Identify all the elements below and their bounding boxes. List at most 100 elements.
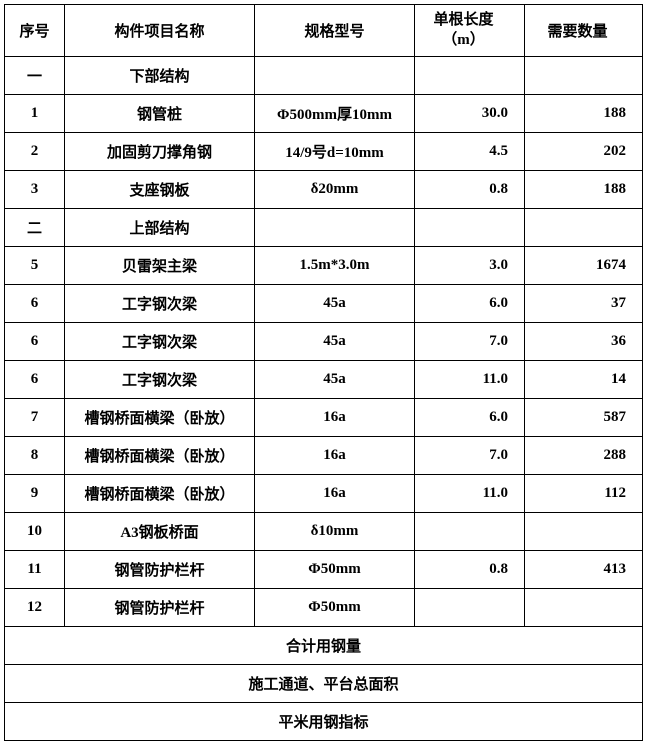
table-row: 10A3钢板桥面δ10mm bbox=[5, 513, 643, 551]
cell-name: 支座钢板 bbox=[65, 171, 255, 209]
summary-label: 合计用钢量 bbox=[5, 627, 643, 665]
cell-seq: 10 bbox=[5, 513, 65, 551]
cell-spec: 45a bbox=[255, 323, 415, 361]
cell-qty: 14 bbox=[525, 361, 643, 399]
summary-row: 施工通道、平台总面积 bbox=[5, 665, 643, 703]
table-row: 6工字钢次梁45a11.014 bbox=[5, 361, 643, 399]
cell-spec: Φ50mm bbox=[255, 589, 415, 627]
cell-spec: Φ50mm bbox=[255, 551, 415, 589]
cell-qty bbox=[525, 513, 643, 551]
header-spec: 规格型号 bbox=[255, 5, 415, 57]
table-row: 6工字钢次梁45a6.037 bbox=[5, 285, 643, 323]
cell-length: 3.0 bbox=[415, 247, 525, 285]
table-row: 7槽钢桥面横梁（卧放）16a6.0587 bbox=[5, 399, 643, 437]
cell-name: 上部结构 bbox=[65, 209, 255, 247]
cell-seq: 12 bbox=[5, 589, 65, 627]
cell-name: 钢管桩 bbox=[65, 95, 255, 133]
cell-spec: 1.5m*3.0m bbox=[255, 247, 415, 285]
cell-name: 加固剪刀撑角钢 bbox=[65, 133, 255, 171]
cell-seq: 7 bbox=[5, 399, 65, 437]
cell-length: 6.0 bbox=[415, 399, 525, 437]
cell-length bbox=[415, 589, 525, 627]
cell-name: A3钢板桥面 bbox=[65, 513, 255, 551]
cell-length: 4.5 bbox=[415, 133, 525, 171]
cell-spec: δ20mm bbox=[255, 171, 415, 209]
cell-spec bbox=[255, 209, 415, 247]
header-length: 单根长度 （m） bbox=[415, 5, 525, 57]
cell-qty: 413 bbox=[525, 551, 643, 589]
cell-qty bbox=[525, 57, 643, 95]
cell-qty bbox=[525, 589, 643, 627]
cell-seq: 2 bbox=[5, 133, 65, 171]
cell-qty: 36 bbox=[525, 323, 643, 361]
cell-qty: 202 bbox=[525, 133, 643, 171]
header-name: 构件项目名称 bbox=[65, 5, 255, 57]
table-row: 8槽钢桥面横梁（卧放）16a7.0288 bbox=[5, 437, 643, 475]
cell-spec: 45a bbox=[255, 285, 415, 323]
cell-seq: 1 bbox=[5, 95, 65, 133]
cell-seq: 二 bbox=[5, 209, 65, 247]
cell-qty: 288 bbox=[525, 437, 643, 475]
cell-length: 0.8 bbox=[415, 551, 525, 589]
cell-qty: 587 bbox=[525, 399, 643, 437]
cell-name: 钢管防护栏杆 bbox=[65, 589, 255, 627]
cell-seq: 5 bbox=[5, 247, 65, 285]
cell-spec: 16a bbox=[255, 399, 415, 437]
table-row: 9槽钢桥面横梁（卧放）16a11.0112 bbox=[5, 475, 643, 513]
cell-length bbox=[415, 209, 525, 247]
cell-qty: 188 bbox=[525, 171, 643, 209]
summary-row: 合计用钢量 bbox=[5, 627, 643, 665]
cell-length: 6.0 bbox=[415, 285, 525, 323]
cell-name: 槽钢桥面横梁（卧放） bbox=[65, 475, 255, 513]
cell-seq: 6 bbox=[5, 361, 65, 399]
cell-spec: 14/9号d=10mm bbox=[255, 133, 415, 171]
cell-name: 槽钢桥面横梁（卧放） bbox=[65, 437, 255, 475]
cell-length: 0.8 bbox=[415, 171, 525, 209]
cell-length bbox=[415, 57, 525, 95]
cell-seq: 3 bbox=[5, 171, 65, 209]
cell-name: 工字钢次梁 bbox=[65, 285, 255, 323]
table-row: 12钢管防护栏杆Φ50mm bbox=[5, 589, 643, 627]
cell-name: 下部结构 bbox=[65, 57, 255, 95]
cell-name: 工字钢次梁 bbox=[65, 361, 255, 399]
cell-name: 贝雷架主梁 bbox=[65, 247, 255, 285]
cell-qty: 112 bbox=[525, 475, 643, 513]
cell-qty: 188 bbox=[525, 95, 643, 133]
table-row: 6工字钢次梁45a7.036 bbox=[5, 323, 643, 361]
cell-length: 11.0 bbox=[415, 475, 525, 513]
table-row: 3支座钢板δ20mm0.8188 bbox=[5, 171, 643, 209]
cell-name: 工字钢次梁 bbox=[65, 323, 255, 361]
header-seq: 序号 bbox=[5, 5, 65, 57]
cell-name: 钢管防护栏杆 bbox=[65, 551, 255, 589]
header-length-line1: 单根长度 bbox=[433, 12, 493, 28]
header-qty: 需要数量 bbox=[525, 5, 643, 57]
cell-qty: 37 bbox=[525, 285, 643, 323]
table-header-row: 序号 构件项目名称 规格型号 单根长度 （m） 需要数量 bbox=[5, 5, 643, 57]
cell-name: 槽钢桥面横梁（卧放） bbox=[65, 399, 255, 437]
summary-label: 施工通道、平台总面积 bbox=[5, 665, 643, 703]
table-row: 二上部结构 bbox=[5, 209, 643, 247]
cell-spec: δ10mm bbox=[255, 513, 415, 551]
cell-seq: 11 bbox=[5, 551, 65, 589]
cell-spec bbox=[255, 57, 415, 95]
cell-seq: 一 bbox=[5, 57, 65, 95]
summary-row: 平米用钢指标 bbox=[5, 703, 643, 741]
cell-length: 30.0 bbox=[415, 95, 525, 133]
table-row: 2加固剪刀撑角钢14/9号d=10mm4.5202 bbox=[5, 133, 643, 171]
cell-spec: 16a bbox=[255, 475, 415, 513]
summary-label: 平米用钢指标 bbox=[5, 703, 643, 741]
table-body: 一下部结构1钢管桩Φ500mm厚10mm30.01882加固剪刀撑角钢14/9号… bbox=[5, 57, 643, 741]
table-row: 5贝雷架主梁1.5m*3.0m3.01674 bbox=[5, 247, 643, 285]
cell-spec: 45a bbox=[255, 361, 415, 399]
cell-spec: Φ500mm厚10mm bbox=[255, 95, 415, 133]
cell-length bbox=[415, 513, 525, 551]
cell-spec: 16a bbox=[255, 437, 415, 475]
table-row: 一下部结构 bbox=[5, 57, 643, 95]
cell-qty: 1674 bbox=[525, 247, 643, 285]
cell-length: 7.0 bbox=[415, 437, 525, 475]
cell-seq: 9 bbox=[5, 475, 65, 513]
cell-length: 11.0 bbox=[415, 361, 525, 399]
table-row: 11钢管防护栏杆Φ50mm0.8413 bbox=[5, 551, 643, 589]
cell-length: 7.0 bbox=[415, 323, 525, 361]
cell-seq: 6 bbox=[5, 323, 65, 361]
